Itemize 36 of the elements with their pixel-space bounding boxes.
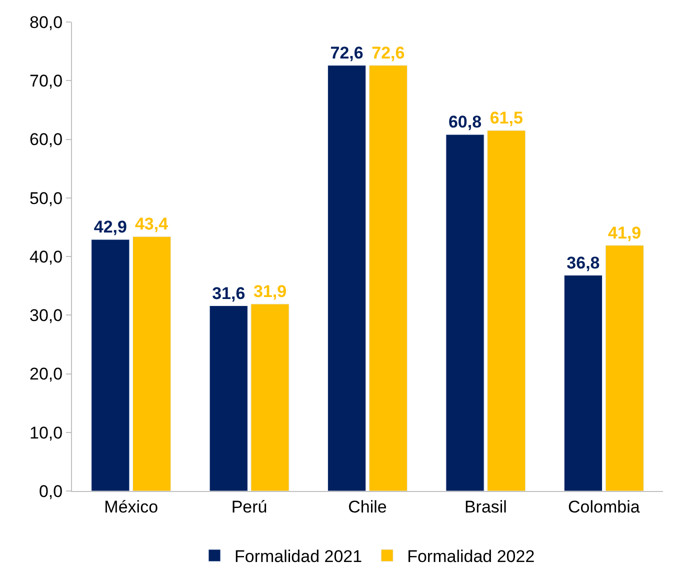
- data-label: 41,9: [608, 223, 642, 242]
- y-tick-label: 50,0: [30, 188, 63, 208]
- y-tick-label: 60,0: [30, 130, 63, 150]
- x-tick-label: Colombia: [568, 497, 640, 516]
- data-label: 31,9: [253, 282, 287, 301]
- data-label: 31,6: [212, 284, 246, 303]
- data-label: 61,5: [490, 108, 523, 128]
- legend-label: Formalidad 2021: [234, 547, 362, 566]
- y-tick-label: 20,0: [30, 364, 63, 384]
- data-label: 36,8: [566, 253, 600, 272]
- x-tick-label: México: [104, 497, 158, 516]
- bar: [209, 306, 248, 491]
- y-tick-label: 0,0: [38, 482, 63, 501]
- x-tick-label: Brasil: [464, 497, 507, 516]
- bar: [328, 65, 366, 491]
- bar: [368, 65, 408, 491]
- data-label: 60,8: [448, 112, 482, 132]
- y-tick-label: 80,0: [30, 12, 63, 32]
- y-tick-label: 70,0: [30, 72, 63, 91]
- bar: [446, 134, 484, 491]
- y-tick-label: 40,0: [30, 247, 63, 266]
- x-tick-label: Perú: [231, 497, 268, 516]
- bar: [132, 236, 172, 491]
- data-label: 72,6: [330, 43, 364, 62]
- bar: [250, 304, 290, 491]
- bar: [564, 275, 602, 491]
- data-label: 42,9: [94, 218, 127, 236]
- y-tick-label: 10,0: [30, 423, 63, 442]
- bar: [605, 245, 644, 491]
- x-tick-label: Chile: [348, 497, 387, 516]
- legend-label: Formalidad 2022: [407, 547, 535, 566]
- data-label: 43,4: [134, 214, 169, 234]
- data-label: 72,6: [372, 43, 405, 62]
- bar: [487, 130, 526, 491]
- y-tick-label: 30,0: [30, 306, 63, 326]
- bar: [91, 239, 130, 491]
